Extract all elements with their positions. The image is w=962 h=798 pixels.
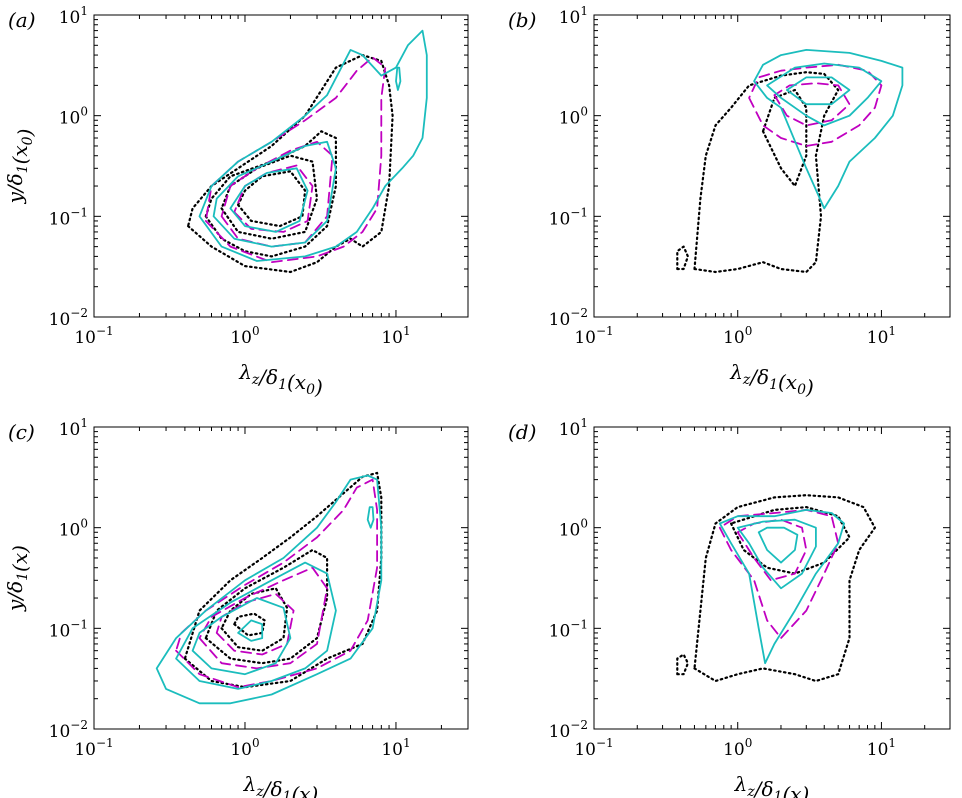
contour-solid-1 [736,518,817,590]
panel-a: 10−1 100 10110−210−1100101(a)λz/δ1(x0)y/δ1… [3,4,469,399]
contour-dashed-1 [773,82,851,127]
x-tick-label: 101 [381,736,410,760]
contour-dotted-0 [693,494,876,683]
x-tick-label: 100 [723,736,752,760]
y-tick-label: 10−1 [49,205,88,229]
contour-dotted-1 [204,130,337,258]
contour-dashed-2 [215,593,295,656]
panel-label: (b) [508,8,536,32]
contour-solid-0 [718,509,845,665]
x-axis-label: λz/δ1(x0) [729,360,814,399]
contour-dotted-0 [187,54,394,274]
y-tick-label: 100 [559,517,588,541]
contour-dotted-2 [220,587,289,652]
contour-dotted-0 [693,71,840,274]
panel-c: 10−1 100 10110−210−1100101(c)λz/δ1(x)y/δ1(… [3,416,469,798]
contour-lines [187,29,428,274]
contour-dashed-0 [718,509,840,639]
y-tick-label: 10−1 [549,205,588,229]
axes-frame [593,426,951,730]
axes-frame [593,14,951,318]
y-tick-label: 101 [59,416,88,440]
contour-dashed-1 [736,518,808,582]
y-axis-label: y/δ1(x0) [3,129,37,205]
contour-solid-1 [766,62,883,127]
contour-solid-1 [212,140,337,248]
y-tick-label: 10−1 [549,617,588,641]
contour-dotted-2 [220,154,319,240]
panel-label: (c) [8,420,35,444]
contour-solid-4 [366,506,375,529]
tick-marks [93,14,469,318]
y-tick-label: 10−2 [49,306,88,330]
contour-lines [676,494,876,683]
x-tick-label: 101 [381,324,410,348]
contour-solid-2 [191,597,292,676]
y-tick-label: 101 [559,416,588,440]
x-tick-label: 100 [230,324,259,348]
contour-dotted-1 [676,245,689,271]
contour-solid-0 [155,474,383,705]
x-tick-label: 101 [867,324,896,348]
panel-label: (a) [8,8,36,32]
x-axis-label: λz/δ1(x) [243,772,319,798]
x-tick-label: 100 [723,324,752,348]
x-axis-label: λz/δ1(x) [734,772,810,798]
contour-solid-3 [395,66,402,91]
y-tick-label: 101 [59,4,88,28]
y-tick-label: 10−1 [49,617,88,641]
tick-marks [593,14,951,318]
axes-frame [93,14,469,318]
x-tick-label: 10−1 [574,324,613,348]
tick-marks [93,426,469,730]
y-tick-label: 10−2 [549,718,588,742]
contour-solid-2 [786,76,851,106]
y-axis-label: y/δ1(x) [3,545,32,612]
x-tick-label: 10−1 [74,324,113,348]
y-tick-label: 101 [559,4,588,28]
panel-label: (d) [508,420,536,444]
x-tick-label: 101 [867,736,896,760]
contour-solid-0 [753,49,904,210]
y-tick-label: 100 [59,105,88,129]
y-tick-label: 10−2 [49,718,88,742]
contour-dotted-2 [761,88,808,188]
contour-lines [676,49,904,274]
y-tick-label: 100 [59,517,88,541]
contour-dotted-3 [237,170,307,228]
x-tick-label: 100 [230,736,259,760]
contour-dashed-1 [198,566,328,670]
contour-lines [155,471,383,705]
contour-solid-0 [198,29,428,262]
contour-dotted-1 [676,653,689,676]
y-tick-label: 100 [559,105,588,129]
contour-solid-2 [757,526,799,564]
x-tick-label: 10−1 [574,736,613,760]
contour-solid-3 [237,619,264,642]
contour-solid-1 [175,561,337,690]
contour-solid-2 [229,167,309,233]
axes-frame [93,426,469,730]
tick-marks [593,426,951,730]
x-tick-label: 10−1 [74,736,113,760]
contour-dashed-0 [748,63,883,147]
x-axis-label: λz/δ1(x0) [238,360,323,399]
contour-dotted-3 [233,612,266,637]
contour-dotted-0 [183,471,383,689]
y-tick-label: 10−2 [549,306,588,330]
